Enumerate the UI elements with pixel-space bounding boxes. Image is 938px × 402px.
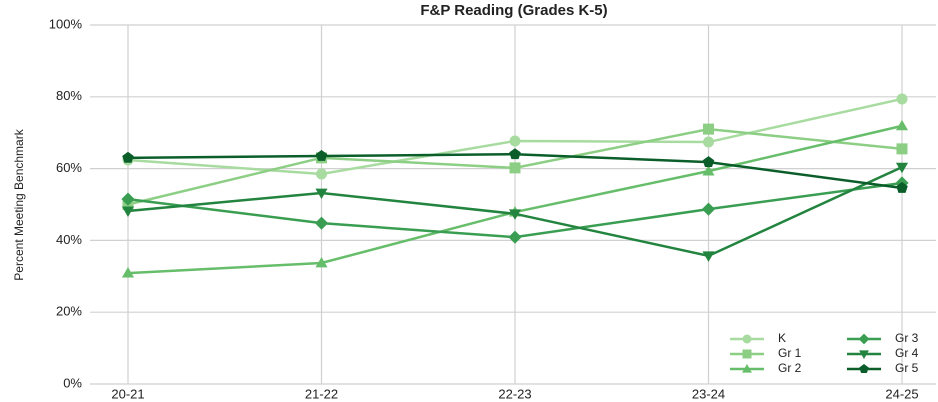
marker <box>315 188 328 200</box>
y-tick-label: 100% <box>49 16 83 31</box>
marker <box>896 93 908 105</box>
marker <box>702 251 715 262</box>
marker <box>701 202 716 216</box>
legend-label: Gr 1 <box>778 346 802 360</box>
legend-marker <box>742 364 752 373</box>
marker <box>315 256 328 268</box>
y-axis-label: Percent Meeting Benchmark <box>12 128 26 280</box>
marker <box>703 136 714 148</box>
marker <box>703 123 714 135</box>
marker <box>509 162 521 174</box>
marker <box>121 267 135 278</box>
marker <box>314 216 329 230</box>
y-tick-label: 40% <box>56 232 82 247</box>
marker <box>702 156 715 168</box>
legend-label: Gr 2 <box>778 361 802 375</box>
legend-label: K <box>778 331 786 345</box>
marker <box>316 168 327 180</box>
marker <box>122 151 134 163</box>
marker <box>895 119 909 131</box>
legend-label: Gr 5 <box>895 361 919 375</box>
x-tick-label: 23-24 <box>692 386 725 401</box>
y-tick-label: 80% <box>56 88 82 103</box>
x-tick-label: 21-22 <box>305 386 338 401</box>
legend-label: Gr 4 <box>895 346 919 360</box>
marker <box>121 206 135 218</box>
y-tick-label: 0% <box>63 375 82 390</box>
legend-marker <box>742 349 752 359</box>
legend-marker <box>858 333 870 345</box>
marker <box>896 143 908 155</box>
marker <box>702 165 715 176</box>
x-tick-label: 22-23 <box>498 386 531 401</box>
marker <box>896 181 908 193</box>
marker <box>508 209 522 220</box>
legend-label: Gr 3 <box>895 331 919 345</box>
x-tick-label: 20-21 <box>111 386 144 401</box>
x-tick-label: 24-25 <box>885 386 918 401</box>
y-tick-label: 20% <box>56 304 82 319</box>
marker <box>509 148 521 160</box>
legend-marker <box>742 334 752 344</box>
marker <box>508 230 522 244</box>
marker <box>121 192 135 206</box>
legend-marker <box>859 364 869 374</box>
legend-marker <box>859 350 869 359</box>
marker <box>315 149 328 161</box>
chart-title: F&P Reading (Grades K-5) <box>420 2 607 19</box>
y-tick-label: 60% <box>56 160 82 175</box>
marker <box>895 162 909 174</box>
marker <box>509 135 521 147</box>
